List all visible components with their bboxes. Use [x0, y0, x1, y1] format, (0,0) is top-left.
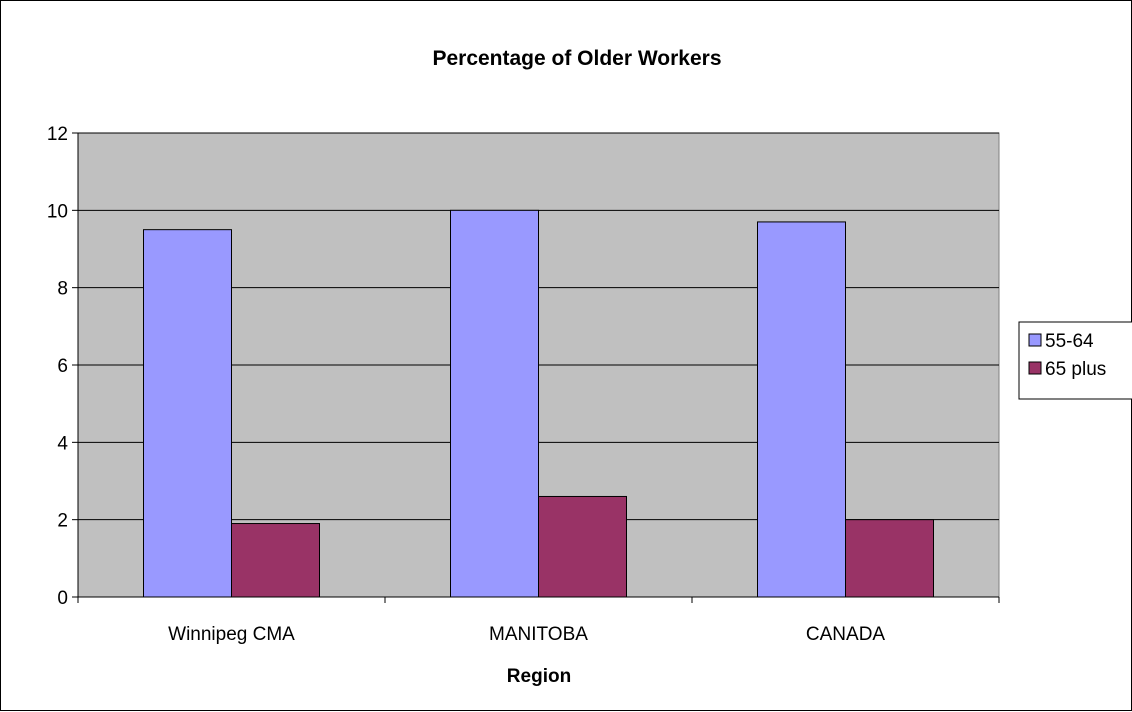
- legend: 55-64 65 plus: [1018, 321, 1132, 400]
- legend-swatch: [1028, 361, 1042, 375]
- axes: [72, 132, 1000, 603]
- y-tick-label: 6: [57, 356, 68, 377]
- bars: [143, 209, 934, 598]
- x-tick-label: CANADA: [806, 624, 886, 645]
- chart-title: Percentage of Older Workers: [432, 47, 721, 70]
- y-tick-label: 12: [47, 124, 68, 145]
- y-tick-label: 4: [57, 433, 68, 454]
- y-tick-label: 2: [57, 511, 68, 532]
- y-tick-labels: 0 2 4 6 8 10 12: [47, 124, 69, 609]
- x-tick-labels: Winnipeg CMA MANITOBA CANADA: [168, 624, 885, 645]
- bar-series-1: [450, 209, 539, 598]
- legend-label: 55-64: [1045, 331, 1094, 352]
- bar-series-2: [845, 519, 934, 598]
- y-tick-label: 10: [47, 201, 68, 222]
- y-tick-label: 0: [57, 588, 68, 609]
- x-tick-label: MANITOBA: [489, 624, 588, 645]
- bar-series-2: [538, 495, 627, 598]
- y-tick-label: 8: [57, 279, 68, 300]
- bar-series-1: [757, 221, 846, 598]
- legend-swatch: [1028, 333, 1042, 347]
- x-tick-label: Winnipeg CMA: [168, 624, 295, 645]
- legend-label: 65 plus: [1045, 359, 1106, 380]
- bar-series-2: [231, 523, 320, 598]
- x-axis-label: Region: [507, 666, 571, 687]
- bar-series-1: [143, 229, 232, 598]
